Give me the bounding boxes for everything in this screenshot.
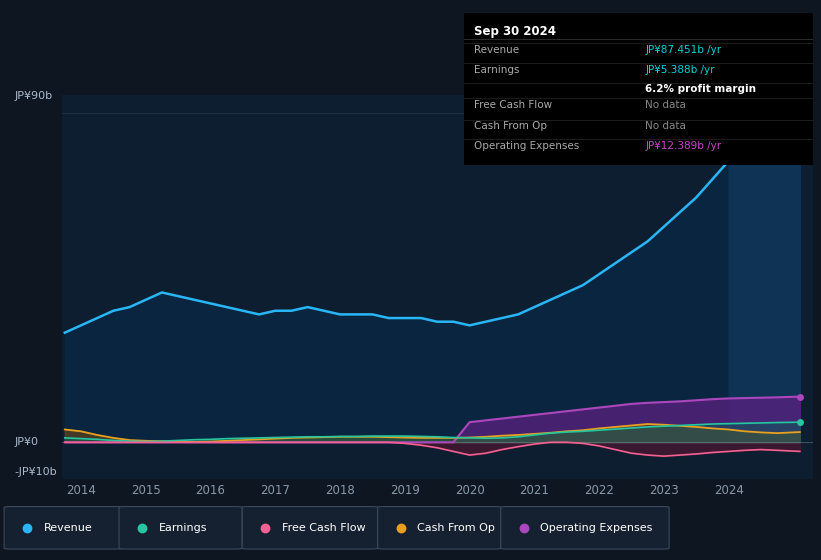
Text: Operating Expenses: Operating Expenses — [540, 523, 653, 533]
Text: JP¥87.451b /yr: JP¥87.451b /yr — [645, 45, 722, 55]
Text: JP¥0: JP¥0 — [15, 437, 39, 447]
Text: Revenue: Revenue — [44, 523, 92, 533]
Point — [135, 523, 149, 532]
Text: No data: No data — [645, 121, 686, 131]
Text: JP¥12.389b /yr: JP¥12.389b /yr — [645, 141, 722, 151]
Point — [793, 418, 806, 427]
Text: No data: No data — [645, 100, 686, 110]
Point — [259, 523, 272, 532]
Point — [793, 392, 806, 401]
Text: 6.2% profit margin: 6.2% profit margin — [645, 85, 756, 95]
Point — [21, 523, 34, 532]
Text: Free Cash Flow: Free Cash Flow — [475, 100, 553, 110]
Text: JP¥5.388b /yr: JP¥5.388b /yr — [645, 64, 715, 74]
FancyBboxPatch shape — [119, 507, 242, 549]
Text: Free Cash Flow: Free Cash Flow — [282, 523, 365, 533]
FancyBboxPatch shape — [378, 507, 501, 549]
FancyBboxPatch shape — [4, 507, 123, 549]
Text: Sep 30 2024: Sep 30 2024 — [475, 25, 557, 38]
FancyBboxPatch shape — [501, 507, 669, 549]
Text: Revenue: Revenue — [475, 45, 520, 55]
Text: Cash From Op: Cash From Op — [475, 121, 548, 131]
Text: Cash From Op: Cash From Op — [417, 523, 495, 533]
Point — [793, 102, 806, 111]
Text: Earnings: Earnings — [158, 523, 207, 533]
Point — [394, 523, 407, 532]
Text: JP¥90b: JP¥90b — [15, 91, 53, 101]
Text: Operating Expenses: Operating Expenses — [475, 141, 580, 151]
Text: Earnings: Earnings — [475, 64, 520, 74]
Point — [517, 523, 530, 532]
Text: -JP¥10b: -JP¥10b — [15, 467, 57, 477]
FancyBboxPatch shape — [242, 507, 378, 549]
